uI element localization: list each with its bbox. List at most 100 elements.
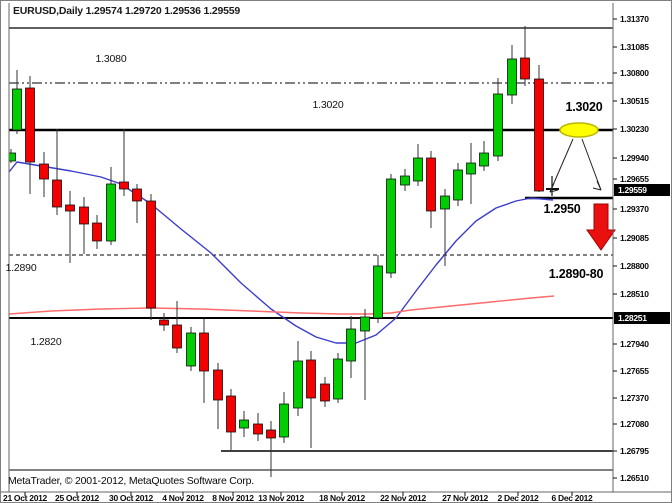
- candle-body: [453, 169, 463, 201]
- pointer-arrow[interactable]: [549, 138, 574, 193]
- axis-ticks: [24, 18, 617, 496]
- candle-body: [159, 319, 169, 326]
- pointer-arrow-barb: [549, 182, 555, 193]
- candle-body: [520, 57, 530, 80]
- candle-body: [39, 163, 49, 180]
- candle: [520, 26, 530, 86]
- candle: [119, 129, 129, 196]
- date-axis-label: 22 Nov 2012: [380, 493, 426, 503]
- candle: [65, 191, 75, 263]
- plot-frame: [1, 3, 671, 493]
- candle: [479, 141, 489, 171]
- price-axis-label: 1.29085: [620, 233, 649, 243]
- price-axis-label: 1.27080: [620, 419, 649, 429]
- price-axis-label: 1.29655: [620, 174, 649, 184]
- candle-body: [213, 369, 223, 401]
- moving-average-lines: [9, 161, 555, 344]
- candle: [172, 301, 182, 353]
- price-level-annotation: 1.2820: [30, 336, 62, 348]
- date-axis-label: 13 Nov 2012: [258, 493, 304, 503]
- candle-body: [239, 419, 249, 429]
- candle: [346, 316, 356, 378]
- candle: [146, 194, 156, 320]
- candle-body: [479, 152, 489, 167]
- date-axis-label: 4 Nov 2012: [162, 493, 204, 503]
- candle-body: [199, 332, 209, 372]
- candle-body: [25, 87, 35, 163]
- candle: [9, 149, 16, 163]
- candle: [239, 411, 249, 437]
- price-axis-label: 1.30515: [620, 96, 649, 106]
- candle-body: [413, 157, 423, 182]
- price-level-annotation: 1.2950: [543, 202, 581, 216]
- candle-body: [346, 328, 356, 362]
- candle-body: [146, 200, 156, 309]
- pointer-arrow-barb: [549, 189, 559, 193]
- candle-body: [386, 178, 396, 274]
- price-axis-label: 1.28510: [620, 289, 649, 299]
- candle: [360, 309, 370, 400]
- date-axis-label: 21 Oct 2012: [3, 493, 47, 503]
- candle: [79, 197, 89, 254]
- candle-body: [507, 58, 517, 96]
- date-axis-label: 2 Dec 2012: [497, 493, 539, 503]
- pointer-arrow-shaft: [581, 138, 602, 191]
- candle-body: [306, 359, 316, 399]
- candle-body: [266, 429, 276, 439]
- price-level-annotation: 1.3020: [312, 99, 344, 111]
- candle-body: [79, 206, 89, 225]
- candle: [493, 78, 503, 161]
- candle: [92, 215, 102, 249]
- date-axis-label: 27 Nov 2012: [442, 493, 488, 503]
- candle-body: [92, 222, 102, 242]
- candle: [306, 351, 316, 448]
- pointer-arrow-barb: [592, 187, 602, 191]
- candle-body: [12, 88, 22, 131]
- date-axis-label: 25 Oct 2012: [55, 493, 99, 503]
- candle-body: [293, 360, 303, 409]
- candle: [453, 163, 463, 206]
- candle: [213, 363, 223, 429]
- candle-body: [132, 188, 142, 202]
- candle: [279, 392, 289, 443]
- candle-body: [534, 78, 544, 192]
- date-axis-label: 8 Nov 2012: [212, 493, 254, 503]
- horizontal-support-resistance-lines[interactable]: [9, 27, 613, 471]
- pointer-arrow-barb: [596, 180, 602, 191]
- candle: [39, 152, 49, 197]
- price-axis-label: 1.30800: [620, 68, 649, 78]
- price-axis-label: 1.31085: [620, 42, 649, 52]
- date-axis-label: 30 Oct 2012: [109, 493, 153, 503]
- candle: [199, 319, 209, 403]
- price-level-annotation: 1.3080: [95, 53, 127, 65]
- candle: [333, 353, 343, 403]
- pointer-arrow[interactable]: [581, 138, 602, 191]
- chart-title-quote: EURUSD,Daily 1.29574 1.29720 1.29536 1.2…: [13, 5, 241, 17]
- drawn-annotation-shapes[interactable]: [549, 122, 616, 251]
- candle: [106, 167, 116, 245]
- price-axis-label: 1.27940: [620, 339, 649, 349]
- price-axis-label: 1.26510: [620, 473, 649, 483]
- price-axis-label: 1.29370: [620, 204, 649, 214]
- candle: [25, 76, 35, 194]
- big-red-down-arrow[interactable]: [586, 203, 616, 251]
- candle-body: [106, 183, 116, 242]
- ma-blue-line: [9, 161, 554, 344]
- candle: [386, 174, 396, 278]
- candle: [132, 184, 142, 223]
- candle-body: [400, 175, 410, 186]
- candle: [253, 413, 263, 441]
- price-axis-label: 1.28800: [620, 261, 649, 271]
- candle: [266, 421, 276, 477]
- yellow-ellipse-highlight[interactable]: [559, 122, 599, 138]
- candle: [466, 143, 476, 204]
- candle: [159, 313, 169, 331]
- price-axis-label: 1.31370: [620, 14, 649, 24]
- candle: [507, 45, 517, 104]
- candle: [12, 70, 22, 134]
- copyright-watermark: MetaTrader, © 2001-2012, MetaQuotes Soft…: [8, 475, 254, 487]
- price-axis-label: 1.30230: [620, 124, 649, 134]
- candle-body: [253, 423, 263, 435]
